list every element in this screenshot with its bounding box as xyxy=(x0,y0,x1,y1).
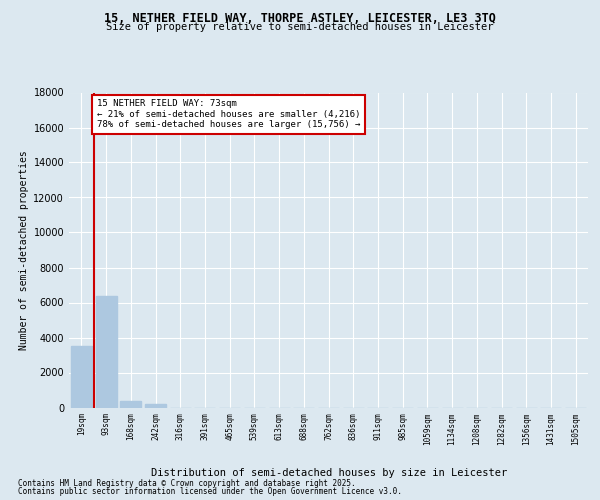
Text: Contains public sector information licensed under the Open Government Licence v3: Contains public sector information licen… xyxy=(18,487,402,496)
Text: 15 NETHER FIELD WAY: 73sqm
← 21% of semi-detached houses are smaller (4,216)
78%: 15 NETHER FIELD WAY: 73sqm ← 21% of semi… xyxy=(97,100,360,130)
Text: 15, NETHER FIELD WAY, THORPE ASTLEY, LEICESTER, LE3 3TQ: 15, NETHER FIELD WAY, THORPE ASTLEY, LEI… xyxy=(104,12,496,26)
Bar xyxy=(71,346,92,408)
Y-axis label: Number of semi-detached properties: Number of semi-detached properties xyxy=(19,150,29,350)
Text: Distribution of semi-detached houses by size in Leicester: Distribution of semi-detached houses by … xyxy=(151,468,507,477)
Text: Size of property relative to semi-detached houses in Leicester: Size of property relative to semi-detach… xyxy=(106,22,494,32)
Bar xyxy=(120,400,141,407)
Text: Contains HM Land Registry data © Crown copyright and database right 2025.: Contains HM Land Registry data © Crown c… xyxy=(18,478,356,488)
Bar xyxy=(95,296,116,408)
Bar xyxy=(145,404,166,407)
